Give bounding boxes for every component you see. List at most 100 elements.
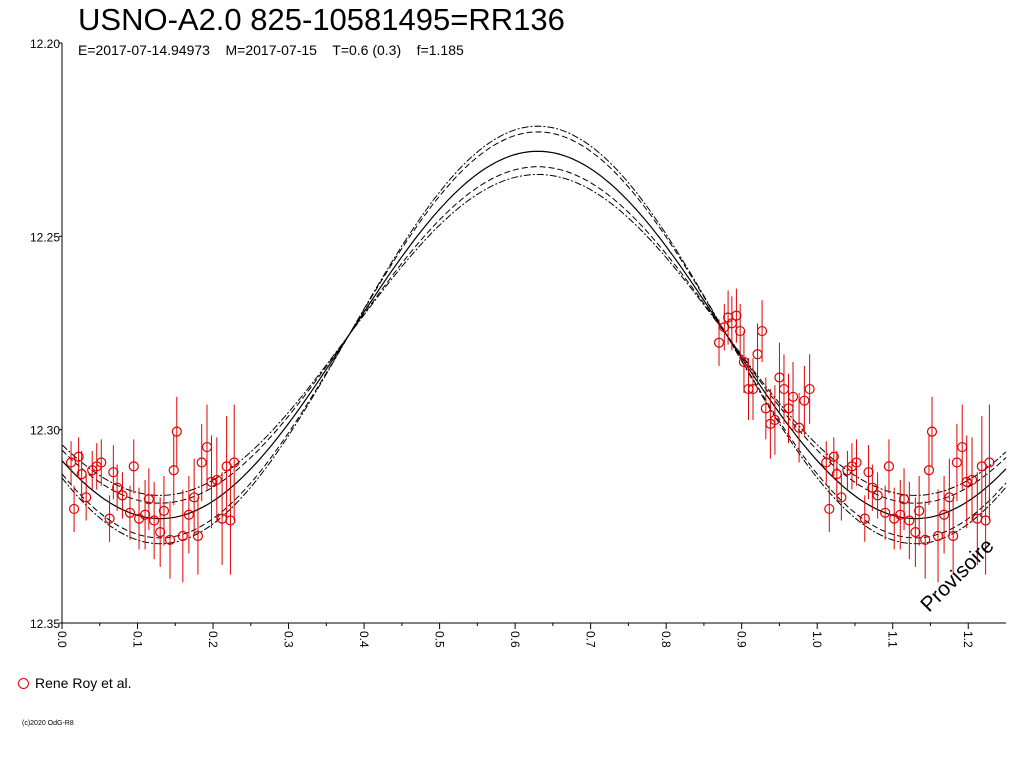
data-point — [128, 461, 139, 472]
data-point — [756, 325, 768, 337]
data-point — [880, 507, 891, 518]
data-point — [961, 476, 972, 487]
model-curve-envelope — [61, 174, 1007, 496]
model-curve-main — [61, 150, 1007, 520]
data-point — [863, 467, 874, 478]
data-point — [731, 310, 742, 321]
y-tick-label: 12.20 — [30, 37, 60, 51]
data-point — [108, 467, 119, 478]
data-point — [804, 383, 815, 395]
y-tick-label: 12.30 — [30, 424, 60, 438]
data-point — [914, 505, 925, 516]
data-point — [189, 492, 200, 503]
data-point — [944, 492, 955, 503]
data-point — [904, 515, 915, 526]
data-point — [158, 505, 170, 516]
data-point — [836, 492, 847, 503]
data-point — [787, 391, 799, 402]
model-curve-envelope — [61, 166, 1007, 504]
model-curve-envelope — [61, 131, 1007, 539]
data-point — [68, 503, 80, 515]
data-point — [206, 476, 217, 487]
x-tick-label: 0.4 — [357, 631, 371, 648]
x-tick-label: 0.9 — [735, 631, 749, 648]
data-point — [735, 325, 746, 337]
data-point — [938, 509, 950, 520]
data-point — [980, 515, 991, 526]
data-point — [196, 457, 207, 468]
data-point — [821, 457, 832, 468]
data-point — [923, 465, 935, 476]
data-point — [926, 426, 938, 437]
data-point — [713, 337, 725, 348]
legend: Rene Roy et al. — [18, 675, 132, 691]
data-point — [192, 530, 204, 542]
data-point — [164, 534, 176, 545]
data-point — [183, 509, 194, 520]
provisoire-watermark: Provisoire — [916, 534, 998, 616]
data-point — [117, 490, 128, 501]
data-point — [225, 515, 236, 526]
legend-marker-icon — [18, 677, 29, 689]
data-point — [920, 534, 931, 545]
data-point — [149, 515, 160, 526]
data-point — [124, 507, 136, 518]
x-tick-label: 1.1 — [886, 631, 900, 648]
x-tick-label: 0.1 — [131, 631, 145, 648]
data-point — [171, 426, 182, 437]
x-tick-label: 0.6 — [508, 631, 522, 648]
data-point — [769, 414, 781, 426]
data-point — [81, 492, 92, 503]
x-tick-label: 0.0 — [55, 631, 69, 648]
data-point — [895, 509, 906, 520]
x-tick-label: 0.5 — [433, 631, 447, 648]
x-tick-label: 1.0 — [810, 631, 824, 648]
legend-label: Rene Roy et al. — [35, 675, 132, 691]
data-point — [867, 482, 878, 493]
chart-subtitle: E=2017-07-14.94973 M=2017-07-15 T=0.6 (0… — [78, 42, 464, 58]
data-points — [65, 288, 995, 583]
chart-title: USNO-A2.0 825-10581495=RR136 — [78, 2, 565, 37]
data-point — [828, 451, 839, 462]
x-tick-label: 0.7 — [584, 631, 598, 648]
data-point — [793, 422, 805, 433]
data-point — [211, 474, 222, 486]
x-tick-label: 0.3 — [282, 631, 296, 648]
data-point — [229, 457, 240, 468]
data-point — [851, 457, 862, 468]
data-point — [932, 530, 944, 542]
data-point — [984, 457, 995, 468]
data-point — [883, 461, 895, 472]
data-point — [73, 451, 84, 462]
data-point — [951, 457, 963, 468]
data-point — [747, 383, 759, 395]
x-tick-label: 0.2 — [206, 631, 220, 648]
x-tick-label: 1.2 — [961, 631, 975, 648]
data-point — [168, 465, 179, 476]
data-point — [799, 395, 810, 406]
data-point — [859, 513, 870, 524]
x-tick-label: 0.8 — [659, 631, 673, 648]
axes — [59, 42, 1006, 629]
data-point — [112, 482, 123, 493]
data-point — [155, 527, 166, 538]
data-point — [898, 494, 910, 505]
copyright-note: (c)2020 OdG-R8 — [22, 720, 74, 727]
model-curves — [61, 125, 1007, 545]
data-point — [65, 457, 77, 468]
data-point — [824, 503, 835, 515]
y-tick-label: 12.35 — [30, 617, 60, 631]
data-point — [104, 513, 115, 524]
data-point — [948, 530, 959, 542]
tick-labels: 0.0 0.1 0.2 0.3 0.4 0.5 0.6 0.7 0.8 0.9 1.0 1.1 1.2 1… — [30, 37, 975, 648]
data-point — [910, 527, 921, 538]
data-point — [872, 490, 883, 501]
data-point — [966, 474, 978, 486]
data-point — [143, 494, 154, 505]
data-point — [139, 509, 151, 520]
model-curve-envelope — [61, 125, 1007, 545]
y-tick-label: 12.25 — [30, 230, 60, 244]
data-point — [96, 457, 107, 468]
data-point — [177, 530, 188, 542]
